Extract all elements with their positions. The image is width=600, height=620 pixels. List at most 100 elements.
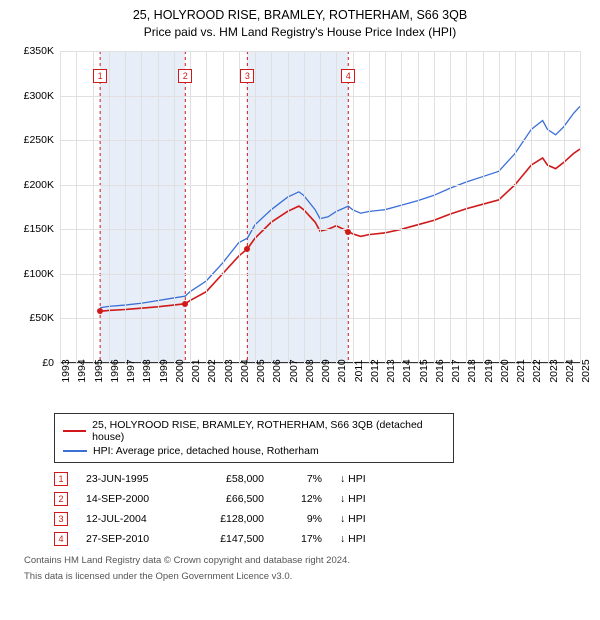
gridline-v xyxy=(450,51,451,363)
sale-row: 123-JUN-1995£58,0007%↓ HPI xyxy=(54,469,588,489)
x-tick-label: 2001 xyxy=(190,359,202,382)
x-tick-label: 2025 xyxy=(580,359,592,382)
x-tick-label: 2022 xyxy=(531,359,543,382)
sale-pct: 12% xyxy=(282,493,322,505)
gridline-v xyxy=(271,51,272,363)
y-tick-label: £50K xyxy=(12,312,54,324)
sales-table: 123-JUN-1995£58,0007%↓ HPI214-SEP-2000£6… xyxy=(54,469,588,549)
gridline-v xyxy=(320,51,321,363)
legend: 25, HOLYROOD RISE, BRAMLEY, ROTHERHAM, S… xyxy=(54,413,454,463)
sale-direction: ↓ HPI xyxy=(340,493,380,505)
x-tick-label: 2000 xyxy=(174,359,186,382)
x-tick-label: 2007 xyxy=(288,359,300,382)
x-tick-label: 2005 xyxy=(255,359,267,382)
gridline-v xyxy=(255,51,256,363)
y-tick-label: £150K xyxy=(12,223,54,235)
x-tick-label: 2015 xyxy=(418,359,430,382)
x-tick-label: 1996 xyxy=(109,359,121,382)
legend-row: 25, HOLYROOD RISE, BRAMLEY, ROTHERHAM, S… xyxy=(63,418,445,444)
chart-subtitle: Price paid vs. HM Land Registry's House … xyxy=(12,25,588,39)
sale-date: 23-JUN-1995 xyxy=(86,473,176,485)
x-tick-label: 2024 xyxy=(564,359,576,382)
gridline-v xyxy=(418,51,419,363)
x-tick-label: 2013 xyxy=(385,359,397,382)
chart-container: 25, HOLYROOD RISE, BRAMLEY, ROTHERHAM, S… xyxy=(0,0,600,592)
sale-point-dot xyxy=(182,301,188,307)
sale-row-marker: 1 xyxy=(54,472,68,486)
gridline-v xyxy=(125,51,126,363)
gridline-v xyxy=(190,51,191,363)
sale-point-dot xyxy=(244,246,250,252)
x-tick-label: 1994 xyxy=(76,359,88,382)
x-tick-label: 2009 xyxy=(320,359,332,382)
sale-marker-box: 4 xyxy=(341,69,355,83)
x-tick-label: 2011 xyxy=(353,360,365,383)
sale-point-dot xyxy=(345,229,351,235)
footnote-2: This data is licensed under the Open Gov… xyxy=(24,571,588,583)
x-tick-label: 2002 xyxy=(206,359,218,382)
x-tick-label: 1999 xyxy=(158,359,170,382)
x-tick-label: 2016 xyxy=(434,359,446,382)
x-tick-label: 2021 xyxy=(515,359,527,382)
gridline-v xyxy=(499,51,500,363)
x-tick-label: 2010 xyxy=(336,359,348,382)
sale-row: 214-SEP-2000£66,50012%↓ HPI xyxy=(54,489,588,509)
sale-row-marker: 2 xyxy=(54,492,68,506)
gridline-v xyxy=(515,51,516,363)
x-tick-label: 2017 xyxy=(450,359,462,382)
gridline-v xyxy=(60,51,61,363)
gridline-v xyxy=(158,51,159,363)
gridline-v xyxy=(385,51,386,363)
sale-row-marker: 4 xyxy=(54,532,68,546)
gridline-v xyxy=(304,51,305,363)
legend-label: 25, HOLYROOD RISE, BRAMLEY, ROTHERHAM, S… xyxy=(92,419,445,443)
chart-area: £0£50K£100K£150K£200K£250K£300K£350K1993… xyxy=(12,47,588,407)
x-tick-label: 2019 xyxy=(483,359,495,382)
legend-row: HPI: Average price, detached house, Roth… xyxy=(63,444,445,458)
sale-pct: 9% xyxy=(282,513,322,525)
gridline-v xyxy=(369,51,370,363)
x-tick-label: 2004 xyxy=(239,359,251,382)
x-tick-label: 2006 xyxy=(271,359,283,382)
sale-direction: ↓ HPI xyxy=(340,533,380,545)
gridline-v xyxy=(483,51,484,363)
y-tick-label: £0 xyxy=(12,357,54,369)
gridline-v xyxy=(93,51,94,363)
gridline-v xyxy=(580,51,581,363)
gridline-v xyxy=(174,51,175,363)
legend-label: HPI: Average price, detached house, Roth… xyxy=(93,445,319,457)
y-tick-label: £100K xyxy=(12,268,54,280)
gridline-v xyxy=(401,51,402,363)
gridline-v xyxy=(223,51,224,363)
sale-row: 3 12-JUL-2004 £128,000 9% ↓ HPI xyxy=(54,509,588,529)
y-tick-label: £250K xyxy=(12,134,54,146)
gridline-v xyxy=(434,51,435,363)
x-tick-label: 2023 xyxy=(548,359,560,382)
sale-marker-box: 2 xyxy=(178,69,192,83)
sale-price: £128,000 xyxy=(194,513,264,525)
gridline-v xyxy=(206,51,207,363)
sale-date: 12-JUL-2004 xyxy=(86,513,176,525)
gridline-v xyxy=(76,51,77,363)
sale-marker-box: 1 xyxy=(93,69,107,83)
legend-swatch xyxy=(63,430,86,432)
sale-marker-box: 3 xyxy=(240,69,254,83)
sale-row-marker: 3 xyxy=(54,512,68,526)
gridline-v xyxy=(288,51,289,363)
sale-date: 27-SEP-2010 xyxy=(86,533,176,545)
y-tick-label: £350K xyxy=(12,45,54,57)
sale-pct: 17% xyxy=(282,533,322,545)
x-tick-label: 1997 xyxy=(125,359,137,382)
gridline-v xyxy=(548,51,549,363)
gridline-v xyxy=(109,51,110,363)
x-tick-label: 2008 xyxy=(304,359,316,382)
gridline-v xyxy=(141,51,142,363)
sale-date: 14-SEP-2000 xyxy=(86,493,176,505)
sale-direction: ↓ HPI xyxy=(340,513,380,525)
x-tick-label: 2014 xyxy=(401,359,413,382)
sale-row: 427-SEP-2010£147,50017%↓ HPI xyxy=(54,529,588,549)
x-tick-label: 2018 xyxy=(466,359,478,382)
gridline-v xyxy=(239,51,240,363)
x-tick-label: 1995 xyxy=(93,359,105,382)
x-tick-label: 1993 xyxy=(60,359,72,382)
